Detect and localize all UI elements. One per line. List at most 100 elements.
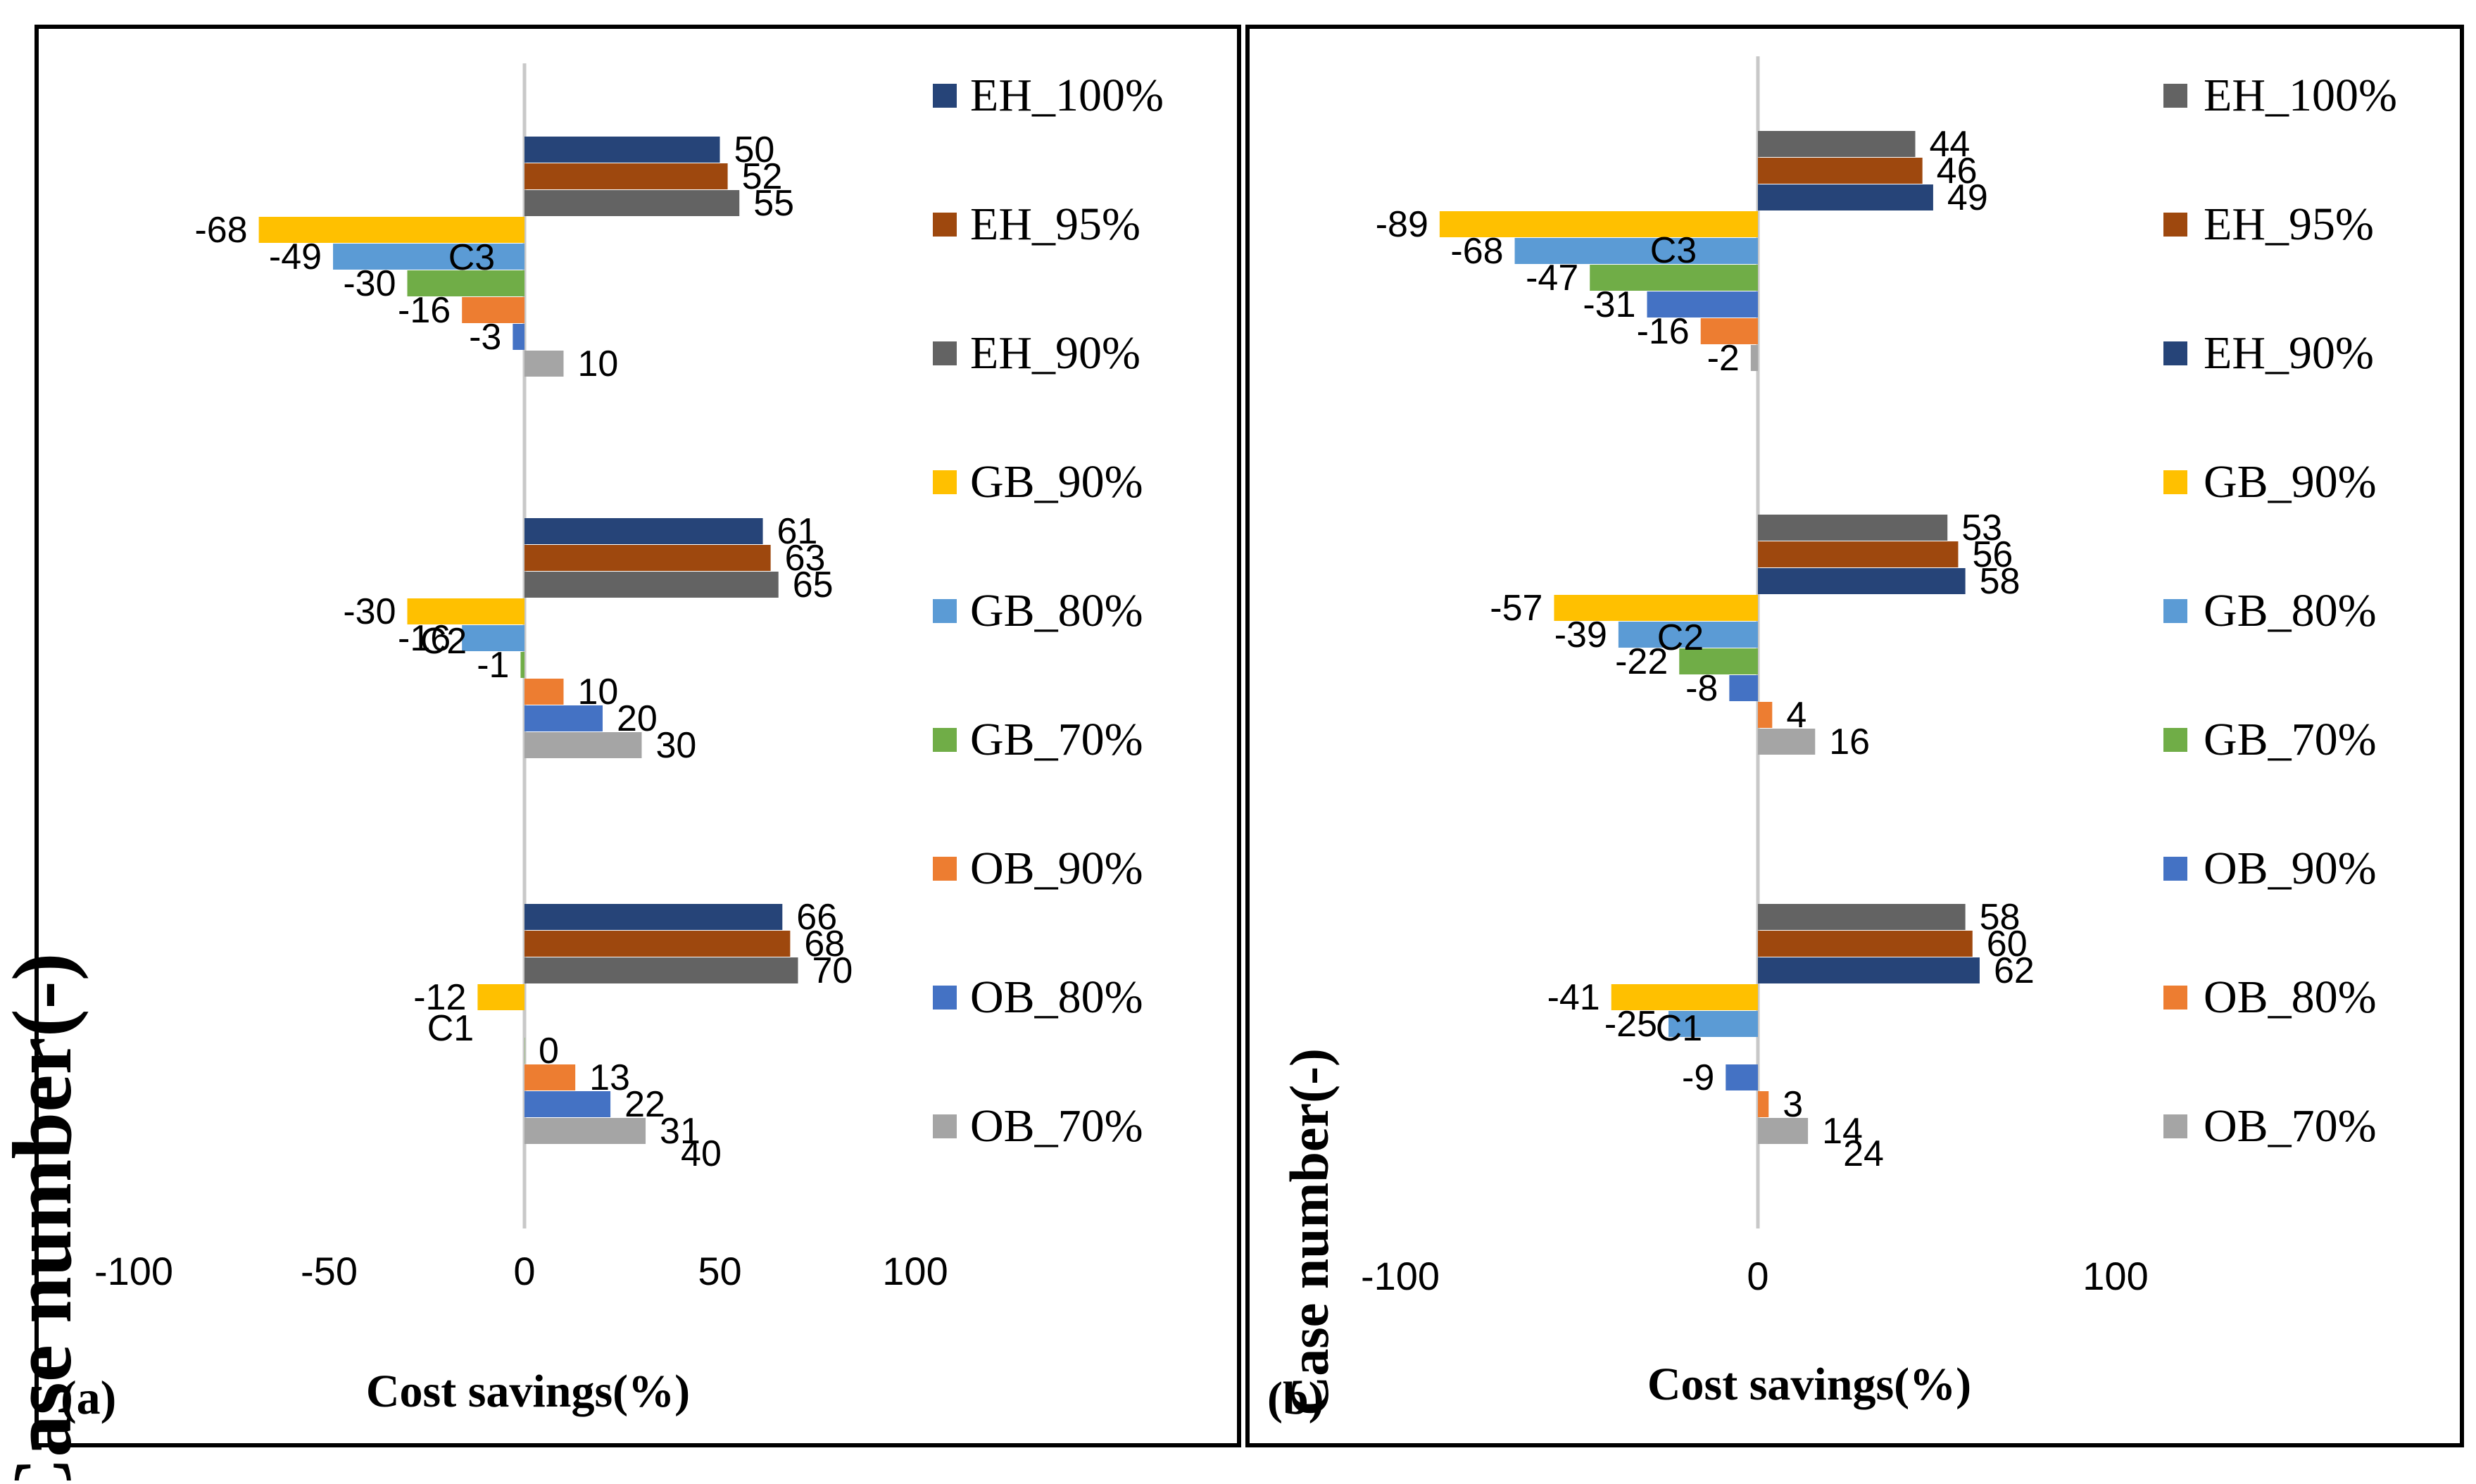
bar-b-c2-eh_90pct — [1758, 568, 1966, 594]
data-label-a-c3-gb_90pct: -68 — [194, 210, 247, 251]
legend-swatch-a-gb_90pct — [933, 470, 957, 494]
data-label-a-c2-eh_95pct: 63 — [785, 538, 826, 579]
legend-swatch-a-ob_90pct — [933, 857, 957, 881]
bar-a-c1-gb_90pct — [477, 984, 524, 1010]
data-label-a-c3-eh_95pct: 52 — [742, 156, 783, 197]
bar-a-c3-gb_80pct — [333, 244, 524, 270]
bar-b-c1-eh_95pct — [1758, 931, 1973, 957]
bar-b-c1-ob_80pct — [1758, 1091, 1769, 1117]
bar-a-c2-gb_80pct — [462, 625, 524, 651]
bar-a-c2-ob_80pct — [524, 705, 603, 731]
bar-a-c1-ob_80pct — [524, 1091, 611, 1117]
legend-swatch-a-eh_100pct — [933, 84, 957, 108]
legend-label-b-ob_70pct: OB_70% — [2204, 1100, 2377, 1152]
bar-a-c2-gb_90pct — [407, 598, 524, 624]
bar-b-c3-eh_90pct — [1758, 184, 1933, 210]
bar-a-c1-ob_70pct — [524, 1118, 646, 1144]
data-label-b-c2-gb_80pct: -39 — [1554, 615, 1607, 655]
legend-label-b-eh_100pct: EH_100% — [2204, 70, 2397, 121]
data-label-a-c1-eh_95pct: 68 — [804, 924, 845, 964]
legend-label-b-gb_80pct: GB_80% — [2204, 585, 2377, 636]
bar-b-c3-gb_90pct — [1439, 211, 1758, 237]
data-label-b-c2-gb_70pct: -22 — [1615, 641, 1668, 682]
data-label-a-c2-ob_70pct: 30 — [656, 725, 697, 766]
data-label-a-c1-gb_90pct: -12 — [413, 977, 466, 1018]
bar-a-c3-gb_70pct — [407, 270, 524, 296]
bar-b-c3-ob_70pct — [1750, 345, 1758, 371]
data-label-a-c2-gb_90pct: -30 — [343, 591, 396, 632]
legend-label-b-eh_90pct: EH_90% — [2204, 327, 2374, 379]
legend-swatch-b-ob_80pct — [2163, 986, 2187, 1010]
legend-swatch-a-eh_90pct — [933, 341, 957, 365]
panel-a: 666870-120132231C1616365-30-16-1102030C2… — [0, 25, 1241, 1484]
data-label-a-c3-gb_70pct: -30 — [343, 263, 396, 304]
legend-label-a-ob_80pct: OB_80% — [970, 971, 1143, 1023]
legend-swatch-a-eh_95pct — [933, 213, 957, 237]
legend-swatch-b-gb_90pct — [2163, 470, 2187, 494]
data-label-b-c2-eh_100pct: 53 — [1961, 508, 2002, 548]
bar-a-c1-eh_90pct — [524, 957, 798, 983]
bar-a-c3-ob_80pct — [513, 324, 524, 350]
bar-b-c3-eh_95pct — [1758, 158, 1923, 184]
bar-a-c2-gb_70pct — [520, 652, 524, 678]
legend-swatch-b-gb_70pct — [2163, 728, 2187, 752]
panel-a-y-axis-title: Case number(-) — [0, 952, 89, 1480]
bar-b-c1-gb_80pct — [1669, 1011, 1758, 1037]
legend-swatch-a-ob_70pct — [933, 1114, 957, 1138]
bar-a-c3-eh_95pct — [524, 163, 728, 189]
data-label-b-c1-extra: 24 — [1843, 1133, 1884, 1174]
data-label-b-c1-eh_95pct: 60 — [1987, 924, 2028, 964]
data-label-b-c2-eh_90pct: 58 — [1980, 561, 2021, 602]
legend-swatch-b-gb_80pct — [2163, 599, 2187, 623]
data-label-b-c3-gb_70pct: -47 — [1526, 258, 1578, 298]
legend-label-a-ob_70pct: OB_70% — [970, 1100, 1143, 1152]
bar-a-c3-gb_90pct — [258, 217, 524, 243]
panel-b-frame — [1245, 25, 2464, 1447]
bar-a-c1-eh_100pct — [524, 904, 783, 930]
x-tick-label-b-neg100: -100 — [1361, 1254, 1440, 1298]
x-tick-label-a-neg100: -100 — [94, 1249, 173, 1293]
legend-label-a-eh_100pct: EH_100% — [970, 70, 1164, 121]
legend-label-a-eh_90pct: EH_90% — [970, 327, 1140, 379]
data-label-a-c2-eh_90pct: 65 — [793, 565, 834, 605]
bar-b-c2-gb_90pct — [1554, 595, 1758, 621]
legend-swatch-b-eh_90pct — [2163, 341, 2187, 365]
data-label-a-c3-ob_70pct: 10 — [578, 344, 619, 384]
legend-label-b-gb_70pct: GB_70% — [2204, 714, 2377, 765]
legend-label-a-eh_95pct: EH_95% — [970, 199, 1140, 250]
legend-label-a-ob_90pct: OB_90% — [970, 843, 1143, 894]
data-label-b-c3-eh_90pct: 49 — [1947, 177, 1988, 218]
data-label-b-c3-gb_80pct: -68 — [1450, 231, 1503, 272]
bar-b-c3-ob_80pct — [1700, 318, 1758, 344]
category-label-a-c1: C1 — [427, 1008, 474, 1049]
data-label-a-c3-ob_80pct: -3 — [469, 317, 501, 358]
x-tick-label-b-0: 0 — [1747, 1254, 1768, 1298]
data-label-b-c1-ob_90pct: -9 — [1682, 1057, 1714, 1098]
legend-label-a-gb_80pct: GB_80% — [970, 585, 1143, 636]
legend-swatch-b-eh_100pct — [2163, 84, 2187, 108]
data-label-b-c3-ob_90pct: -31 — [1583, 284, 1635, 325]
bar-b-c2-ob_70pct — [1758, 729, 1816, 755]
data-label-b-c1-gb_90pct: -41 — [1547, 977, 1600, 1018]
legend-swatch-a-ob_80pct — [933, 986, 957, 1010]
data-label-b-c2-ob_70pct: 16 — [1829, 722, 1870, 762]
data-label-a-c1-eh_100pct: 66 — [796, 897, 837, 938]
legend-label-b-ob_90pct: OB_90% — [2204, 843, 2377, 894]
panel-a-plot-area: 666870-120132231C1616365-30-16-1102030C2… — [94, 63, 948, 1293]
bar-a-c1-gb_70pct — [524, 1038, 525, 1064]
panel-b-legend: EH_100% EH_95% EH_90% GB_90% GB_80% GB_70% OB_… — [2163, 70, 2397, 1152]
bar-b-c3-gb_70pct — [1590, 265, 1758, 291]
data-label-a-c2-eh_100pct: 61 — [777, 511, 818, 552]
panel-b-x-axis-title: Cost savings(%) — [1647, 1359, 1971, 1410]
bar-a-c3-ob_90pct — [462, 297, 524, 323]
bar-b-c3-ob_90pct — [1647, 291, 1758, 317]
data-label-a-c1-extra: 40 — [681, 1133, 722, 1174]
panel-b-y-axis-title: Case number(-) — [1278, 1048, 1340, 1416]
data-label-a-c3-eh_100pct: 50 — [734, 130, 775, 170]
bar-a-c2-ob_70pct — [524, 732, 642, 758]
x-tick-label-a-neg50: -50 — [301, 1249, 358, 1293]
legend-swatch-b-ob_90pct — [2163, 857, 2187, 881]
legend-label-b-ob_80pct: OB_80% — [2204, 971, 2377, 1023]
